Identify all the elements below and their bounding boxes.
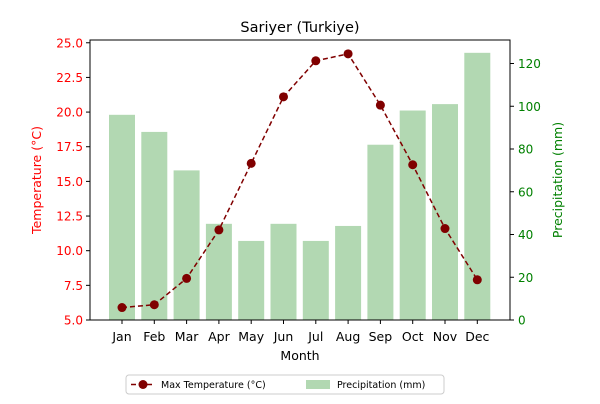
left-tick-label: 22.5 [56, 71, 83, 85]
temperature-point-apr [214, 225, 224, 235]
right-tick-label: 80 [518, 143, 533, 157]
legend-marker-swatch [138, 380, 148, 389]
left-axis-label: Temperature (°C) [29, 126, 44, 235]
x-axis-label: Month [280, 348, 319, 363]
temperature-line-series [117, 49, 482, 313]
precipitation-bar-jun [270, 223, 297, 320]
left-tick-label: 10.0 [56, 244, 83, 258]
x-tick-label-apr: Apr [208, 329, 230, 344]
temperature-point-dec [472, 275, 482, 285]
legend-label-temperature: Max Temperature (°C) [161, 380, 266, 391]
temperature-point-mar [182, 273, 192, 283]
right-tick-label: 120 [518, 57, 541, 71]
legend-label-precipitation: Precipitation (mm) [337, 380, 425, 391]
precipitation-bar-oct [399, 110, 426, 320]
left-tick-label: 25.0 [56, 36, 83, 50]
precipitation-bar-aug [335, 225, 362, 320]
left-tick-label: 17.5 [56, 140, 83, 154]
x-tick-label-sep: Sep [369, 329, 393, 344]
x-tick-label-dec: Dec [465, 329, 489, 344]
temperature-point-may [246, 158, 256, 168]
precipitation-bar-may [238, 240, 265, 320]
x-tick-label-jul: Jul [307, 329, 323, 344]
temperature-point-jan [117, 303, 127, 313]
temperature-point-oct [408, 160, 418, 170]
temperature-point-sep [375, 100, 385, 110]
legend-bar-swatch [306, 380, 330, 389]
temperature-point-nov [440, 224, 450, 234]
x-axis: Jan Feb Mar Apr May Jun Jul Aug Sep Oct Nov Dec [111, 320, 490, 344]
left-tick-label: 5.0 [64, 314, 83, 328]
temperature-point-jun [279, 92, 288, 102]
right-tick-label: 40 [518, 228, 533, 242]
temperature-line [121, 53, 478, 309]
precipitation-bar-jul [302, 240, 329, 320]
precipitation-bar-jan [109, 114, 135, 320]
temperature-point-aug [343, 49, 353, 59]
right-tick-label: 0 [518, 314, 526, 328]
precipitation-bar-feb [141, 131, 168, 320]
left-tick-label: 20.0 [56, 106, 83, 120]
precipitation-bar-nov [432, 104, 458, 321]
left-tick-label: 7.5 [64, 279, 83, 293]
plot-frame [89, 39, 511, 321]
left-tick-label: 15.0 [56, 175, 83, 189]
right-axis-label: Precipitation (mm) [550, 122, 565, 238]
left-axis: 5.0 7.5 10.0 12.5 15.0 17.5 20.0 22.5 25.0 [56, 36, 90, 328]
temperature-point-jul [311, 56, 321, 66]
x-tick-label-may: May [238, 329, 264, 344]
precipitation-bar-apr [205, 223, 232, 320]
right-tick-label: 20 [518, 271, 533, 285]
x-tick-label-nov: Nov [433, 329, 458, 344]
legend-frame [125, 374, 445, 395]
temperature-point-feb [149, 300, 159, 310]
x-tick-label-jun: Jun [273, 329, 294, 344]
x-tick-label-aug: Aug [336, 329, 360, 344]
chart-title: Sariyer (Turkiye) [240, 20, 359, 36]
right-tick-label: 100 [518, 100, 541, 114]
x-tick-label-feb: Feb [143, 329, 165, 344]
x-tick-label-oct: Oct [402, 329, 424, 344]
x-tick-label-mar: Mar [175, 329, 199, 344]
precipitation-bar-sep [367, 144, 394, 320]
precipitation-bar-mar [173, 170, 200, 320]
right-axis: 0 20 40 60 80 100 120 [510, 57, 541, 328]
x-tick-label-jan: Jan [111, 329, 131, 344]
chart-legend: Max Temperature (°C) Precipitation (mm) [125, 374, 445, 395]
right-tick-label: 60 [518, 185, 533, 199]
left-tick-label: 12.5 [56, 210, 83, 224]
